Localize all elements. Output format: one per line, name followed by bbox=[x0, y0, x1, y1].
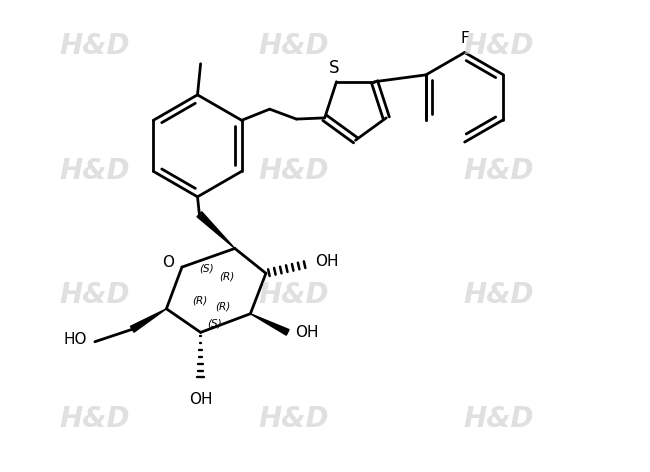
Text: OH: OH bbox=[315, 254, 339, 269]
Text: H&D: H&D bbox=[259, 405, 329, 433]
Polygon shape bbox=[197, 212, 235, 248]
Text: H&D: H&D bbox=[259, 157, 329, 185]
Text: H&D: H&D bbox=[60, 32, 130, 60]
Text: OH: OH bbox=[189, 392, 213, 407]
Text: O: O bbox=[162, 254, 174, 270]
Text: H&D: H&D bbox=[464, 281, 534, 309]
Text: H&D: H&D bbox=[464, 405, 534, 433]
Text: (S): (S) bbox=[207, 318, 222, 328]
Text: F: F bbox=[460, 31, 469, 46]
Text: H&D: H&D bbox=[259, 281, 329, 309]
Text: H&D: H&D bbox=[259, 32, 329, 60]
Text: S: S bbox=[330, 59, 340, 77]
Text: (R): (R) bbox=[219, 271, 235, 281]
Text: H&D: H&D bbox=[60, 405, 130, 433]
Text: (S): (S) bbox=[200, 264, 214, 274]
Text: H&D: H&D bbox=[60, 281, 130, 309]
Text: H&D: H&D bbox=[60, 157, 130, 185]
Text: (R): (R) bbox=[192, 295, 207, 305]
Text: (R): (R) bbox=[214, 301, 230, 311]
Polygon shape bbox=[131, 309, 166, 332]
Polygon shape bbox=[250, 314, 289, 335]
Text: HO: HO bbox=[64, 332, 87, 347]
Text: H&D: H&D bbox=[464, 157, 534, 185]
Text: H&D: H&D bbox=[464, 32, 534, 60]
Text: OH: OH bbox=[295, 325, 318, 340]
